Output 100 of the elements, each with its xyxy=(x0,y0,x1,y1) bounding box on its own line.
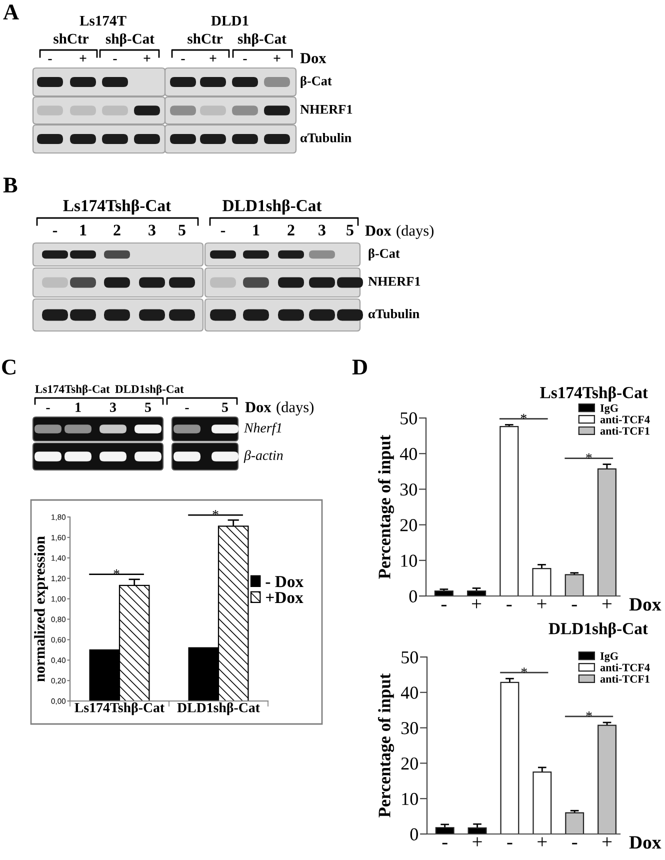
text: αTubulin xyxy=(368,309,420,318)
bar xyxy=(565,812,584,834)
x-tick-label: + xyxy=(602,837,612,846)
text: 5 xyxy=(178,224,186,236)
text: - xyxy=(48,58,52,60)
y-tick-label: 20 xyxy=(401,757,418,770)
x-tick-label: - xyxy=(441,604,446,606)
bar xyxy=(500,682,520,834)
text: + xyxy=(274,54,280,62)
text: + xyxy=(144,54,150,62)
text: - xyxy=(181,58,185,60)
annotation: * xyxy=(520,414,526,419)
x-tick-label: + xyxy=(538,837,547,846)
chart-title: DLD1shβ-Cat xyxy=(548,622,648,638)
text: Dox xyxy=(365,226,392,236)
x-tick-label: - xyxy=(507,842,512,844)
text: Ls174Tshβ-Cat xyxy=(35,384,110,396)
x-axis-title: Dox xyxy=(629,836,662,849)
bar xyxy=(500,426,519,596)
x-tick-label: + xyxy=(472,837,482,846)
text: (days) xyxy=(276,402,314,416)
x-tick-label: - xyxy=(572,604,577,606)
text: NHERF1 xyxy=(300,104,352,114)
text: B xyxy=(3,178,18,192)
text: β-actin xyxy=(244,450,283,463)
text: shCtr xyxy=(54,33,89,44)
legend-label: anti-TCF1 xyxy=(600,426,650,435)
bar xyxy=(467,590,486,596)
legend-label: +Dox xyxy=(266,592,304,604)
y-axis-title: Percentage of input xyxy=(378,434,394,579)
y-tick-label: 50 xyxy=(400,412,417,424)
text: Ls174Tshβ-Cat xyxy=(63,199,172,215)
text: - xyxy=(113,58,117,60)
text: (days) xyxy=(396,225,434,239)
legend-label: anti-TCF4 xyxy=(600,663,650,672)
text: NHERF1 xyxy=(368,276,420,286)
x-tick-label: + xyxy=(472,599,482,608)
bar xyxy=(597,468,616,596)
y-tick-label: 0 xyxy=(410,828,418,840)
x-axis-title: Dox xyxy=(629,598,662,611)
text: D xyxy=(352,360,367,374)
x-tick-label: + xyxy=(602,599,612,608)
text: Ls174T xyxy=(80,16,126,26)
text: C xyxy=(2,360,16,375)
legend-label: IgG xyxy=(600,652,618,662)
y-axis-title: Percentage of input xyxy=(378,673,394,818)
x-tick-label: - xyxy=(506,604,512,606)
legend-label: IgG xyxy=(600,404,618,414)
text: + xyxy=(80,54,86,62)
bar xyxy=(532,568,552,596)
legend-label: - Dox xyxy=(266,576,304,588)
bar xyxy=(434,590,454,596)
bar xyxy=(468,827,487,834)
annotation: * xyxy=(521,668,527,673)
text: Dox xyxy=(245,402,272,412)
text: 1 xyxy=(80,224,86,236)
text: DLD1shβ-Cat xyxy=(115,384,184,396)
text: - xyxy=(220,230,226,232)
text: αTubulin xyxy=(300,133,352,142)
text: Nherf1 xyxy=(244,422,282,436)
text: 5 xyxy=(346,224,354,236)
text: + xyxy=(210,54,216,62)
text: β-Cat xyxy=(368,248,400,261)
text: 3 xyxy=(318,224,326,236)
text: 5 xyxy=(222,402,228,412)
text: - xyxy=(46,408,50,410)
bar xyxy=(435,827,454,834)
text: 2 xyxy=(288,224,294,236)
bar xyxy=(532,771,552,834)
y-tick-label: 30 xyxy=(401,722,418,734)
annotation: * xyxy=(586,453,592,458)
y-tick-label: 50 xyxy=(402,651,418,664)
chart-title: Ls174Tshβ-Cat xyxy=(540,386,648,402)
y-tick-label: 10 xyxy=(401,554,417,567)
text: 5 xyxy=(145,402,151,412)
y-tick-label: 10 xyxy=(402,792,418,806)
y-tick-label: 40 xyxy=(400,448,417,460)
bar xyxy=(598,724,616,834)
text: DLD1shβ-Cat xyxy=(222,199,322,215)
text: shβ-Cat xyxy=(106,33,154,47)
text: DLD1 xyxy=(211,16,248,26)
legend-label: anti-TCF4 xyxy=(600,415,650,424)
text: shCtr xyxy=(188,33,223,44)
text: shβ-Cat xyxy=(238,33,286,47)
y-tick-label: 20 xyxy=(400,519,417,532)
y-axis-title: normalized expression xyxy=(34,536,48,682)
x-tick-label: + xyxy=(537,599,546,608)
text: - xyxy=(243,58,247,60)
annotation: * xyxy=(586,712,592,717)
annotation: * xyxy=(114,569,120,575)
text: 3 xyxy=(110,402,116,412)
bar xyxy=(564,574,584,596)
text: 1 xyxy=(76,402,81,412)
text: 2 xyxy=(114,224,120,236)
y-tick-label: 30 xyxy=(400,483,417,496)
text: A xyxy=(3,4,19,20)
text: 3 xyxy=(148,224,156,236)
text: 1 xyxy=(253,224,260,236)
x-tick-label: - xyxy=(442,842,448,844)
y-tick-label: 40 xyxy=(400,686,418,699)
